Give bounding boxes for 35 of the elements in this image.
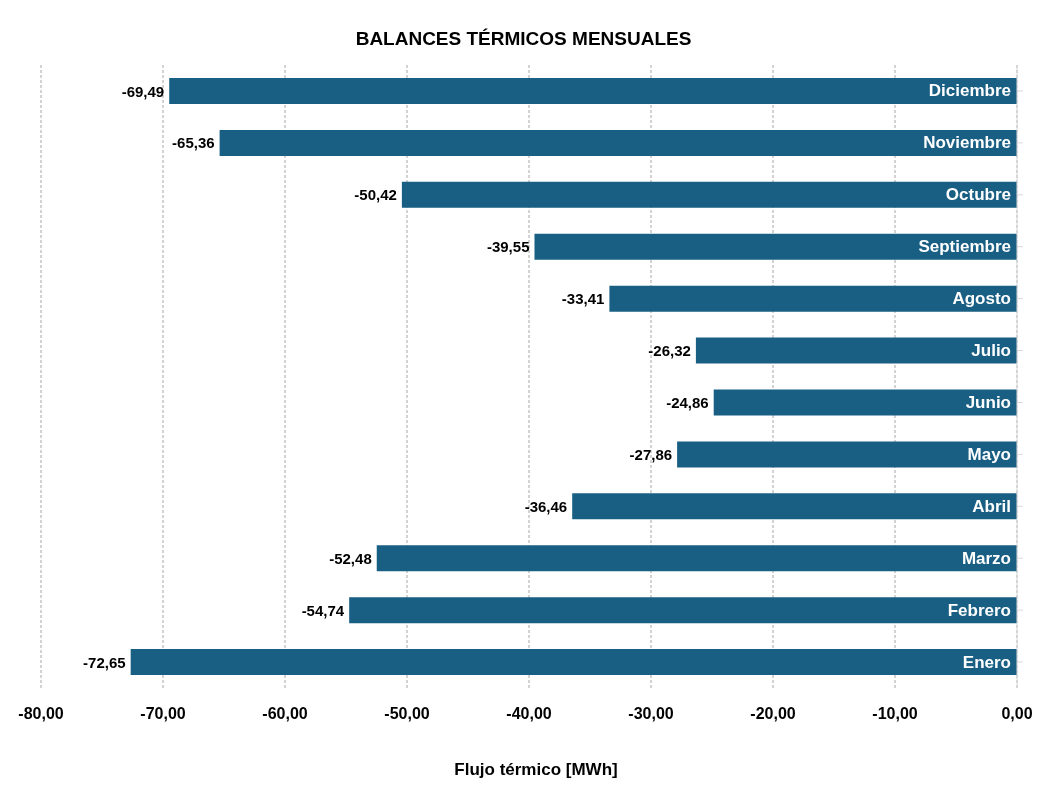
y-tick-label: Abril	[972, 496, 1011, 516]
data-label: -33,41	[561, 290, 605, 308]
y-tick-label: Junio	[965, 392, 1011, 412]
data-label: -54,74	[301, 601, 345, 619]
data-label: -24,86	[666, 394, 709, 411]
y-tick-label: Julio	[971, 341, 1011, 361]
chart-title: BALANCES TÉRMICOS MENSUALES	[354, 28, 693, 50]
data-label: -65,36	[172, 134, 215, 152]
y-tick-label: Marzo	[961, 548, 1011, 568]
data-label: -69,49	[121, 82, 165, 100]
y-tick-label: Febrero	[947, 600, 1011, 620]
y-tick-label: Agosto	[952, 289, 1011, 309]
x-tick-label: -60,00	[262, 705, 308, 723]
x-tick-label: 0,00	[1001, 705, 1033, 723]
data-label: -39,55	[486, 238, 530, 256]
y-tick-label: Mayo	[967, 444, 1011, 464]
y-tick-label: Septiembre	[918, 237, 1011, 257]
x-tick-label: -10,00	[872, 705, 918, 723]
data-label: -36,46	[524, 497, 568, 515]
x-axis-title: Flujo térmico [MWh]	[453, 760, 619, 780]
x-tick-label: -70,00	[140, 705, 186, 723]
y-tick-label: Diciembre	[928, 81, 1011, 101]
y-tick-label: Noviembre	[923, 133, 1011, 153]
data-label: -27,86	[629, 445, 673, 463]
x-tick-label: -50,00	[384, 705, 430, 723]
data-label: -26,32	[648, 342, 691, 360]
x-tick-label: -80,00	[18, 705, 64, 723]
data-label: -50,42	[354, 186, 397, 204]
y-tick-label: Octubre	[945, 185, 1011, 205]
x-tick-label: -30,00	[628, 705, 674, 723]
y-tick-label: Enero	[962, 652, 1011, 672]
x-tick-label: -40,00	[506, 705, 552, 723]
x-tick-label: -20,00	[750, 705, 796, 723]
data-label: -52,48	[329, 549, 372, 567]
data-label: -72,65	[83, 653, 126, 671]
